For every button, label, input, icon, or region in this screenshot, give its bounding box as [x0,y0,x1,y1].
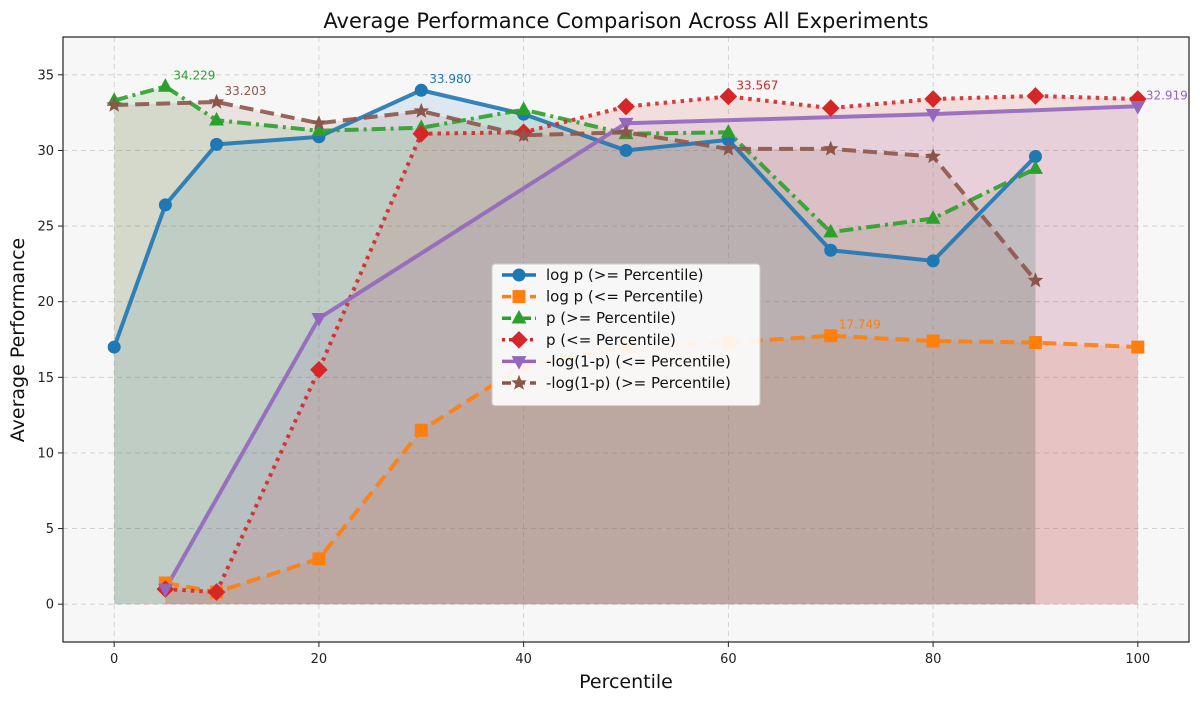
series-line [114,99,1037,282]
legend: log p (>= Percentile) log p (<= Percentil… [491,263,761,407]
legend-marker [511,309,527,324]
data-point [107,340,121,354]
legend-label: p (>= Percentile) [546,309,676,327]
y-axis-title: Average Performance [7,238,29,442]
data-point [157,78,173,92]
data-label: 33.203 [225,84,267,98]
x-tick-label: 40 [515,652,532,667]
data-label: 33.980 [429,72,471,86]
x-tick-label: 100 [1125,652,1150,667]
data-point [719,87,738,106]
y-tick-label: 15 [37,371,54,386]
data-point [824,243,838,257]
legend-box [491,263,761,407]
data-point [414,423,428,437]
data-point [208,93,225,109]
legend-label: -log(1-p) (>= Percentile) [546,374,731,392]
data-point [824,329,838,343]
y-tick-label: 10 [37,446,54,461]
data-label: 17.749 [839,318,881,332]
y-tick-label: 30 [37,144,54,159]
data-point [516,101,532,115]
data-point [311,122,327,137]
plot-frame [62,36,1190,643]
data-point [925,210,941,224]
data-point [926,334,940,348]
data-point [157,583,173,598]
annotations: 33.980 17.749 34.229 33.567 32.919 33.203 [173,68,1187,331]
data-point [720,124,736,138]
series-line [113,84,1037,235]
x-tick-label: 0 [110,652,118,667]
x-tick-label: 80 [925,652,942,667]
axis-ticks: 0 20 40 60 80 100 0 5 10 15 20 25 30 35 [37,68,1150,667]
x-tick-label: 20 [311,652,328,667]
legend-marker [511,374,527,390]
y-tick-label: 35 [37,68,54,83]
data-point [158,198,172,212]
data-point [310,360,328,379]
data-point [311,313,327,327]
data-label: 32.919 [1146,88,1188,102]
data-point [618,124,634,139]
chart-title: Average Performance Comparison Across Al… [323,9,928,33]
y-tick-label: 20 [37,295,54,310]
data-point [1131,340,1145,354]
y-tick-label: 0 [46,598,54,613]
data-label: 33.567 [736,78,778,92]
data-point [311,114,327,130]
data-point [821,99,840,117]
data-point [1026,87,1045,105]
data-point [515,127,532,142]
data-point [207,583,226,601]
legend-label: p (<= Percentile) [546,331,676,349]
data-point [924,90,942,108]
x-axis-title: Percentile [579,671,673,693]
data-point [210,137,224,151]
legend-marker [510,330,528,349]
data-point [209,111,224,126]
data-point [1028,336,1042,350]
data-point [823,223,839,238]
data-point [925,148,941,164]
data-point [414,83,428,97]
data-point [1130,100,1146,115]
data-point [412,124,431,143]
data-point [619,143,633,157]
legend-marker [512,268,526,282]
data-point [106,96,123,112]
data-point [822,140,839,156]
data-point [1028,160,1043,174]
legend-label: -log(1-p) (<= Percentile) [546,352,731,370]
legend-label: log p (>= Percentile) [546,266,704,284]
y-tick-label: 5 [46,522,54,537]
data-label: 34.229 [173,68,215,82]
data-point [312,552,326,566]
legend-label: log p (<= Percentile) [546,288,704,306]
legend-marker [512,290,526,304]
data-point [720,140,737,156]
legend-marker [511,356,527,370]
data-point [926,254,940,268]
data-point [1027,272,1044,288]
data-point [925,108,941,123]
series-line [165,93,1138,595]
data-point [413,102,430,118]
series-area-fill [165,335,1138,605]
y-tick-label: 25 [37,220,54,235]
data-point [617,97,635,116]
x-tick-label: 60 [720,652,737,667]
